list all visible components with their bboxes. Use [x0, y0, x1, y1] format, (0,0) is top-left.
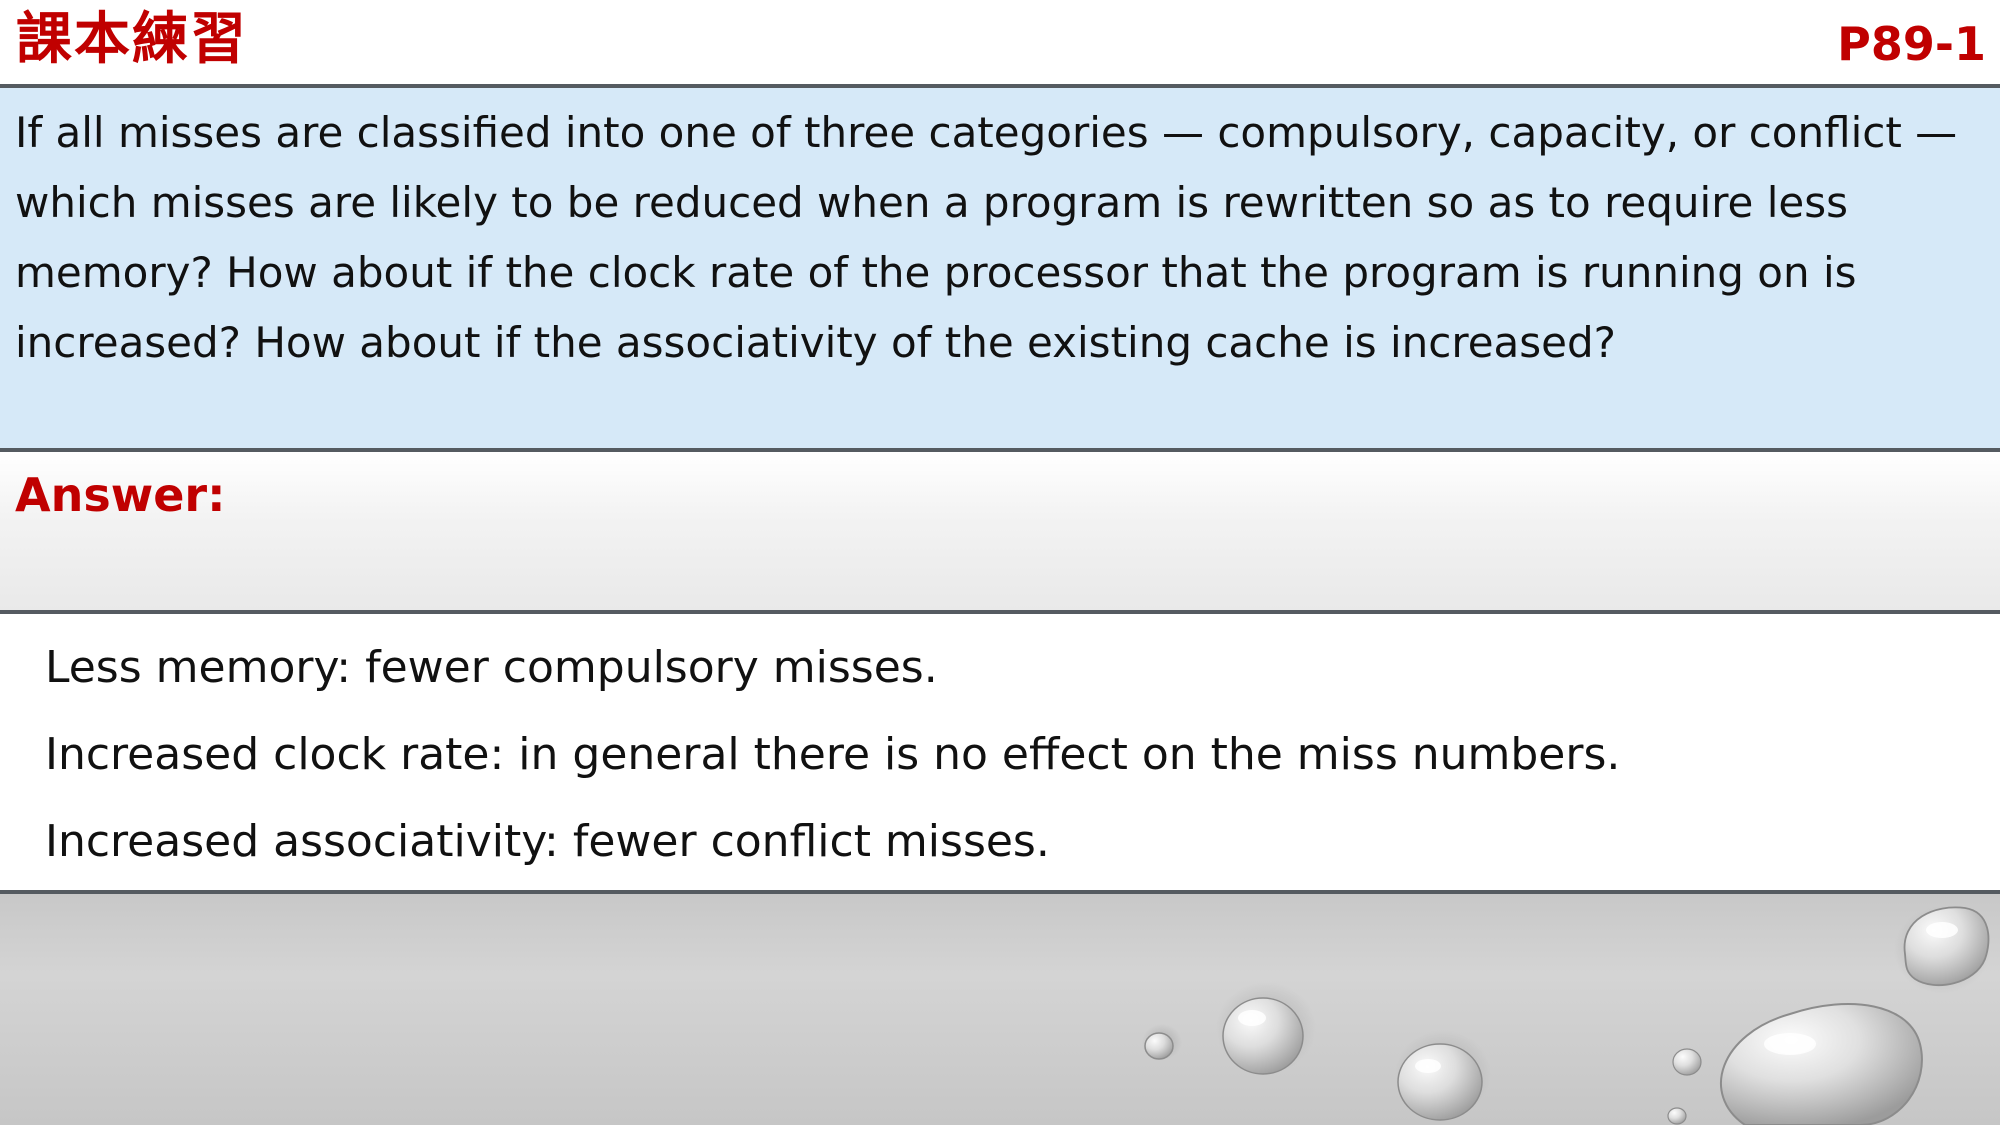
- answer-area: Less memory: fewer compulsory misses. In…: [0, 614, 2000, 890]
- answer-band: [0, 452, 2000, 610]
- answer-label: Answer:: [15, 468, 226, 522]
- divider-question: [0, 448, 2000, 452]
- answer-line-associativity: Increased associativity: fewer conflict …: [45, 816, 1050, 867]
- slide-label: 課本練習: [16, 7, 248, 72]
- question-text: If all misses are classified into one of…: [15, 108, 1958, 367]
- water-droplets-image: [1142, 906, 1990, 1125]
- divider-footer: [0, 890, 2000, 894]
- footer-droplets: [0, 894, 2000, 1125]
- page-reference: P89-1: [1837, 17, 1986, 71]
- answer-line-clock-rate: Increased clock rate: in general there i…: [45, 729, 1621, 780]
- divider-answer: [0, 610, 2000, 614]
- divider-top: [0, 84, 2000, 88]
- answer-line-less-memory: Less memory: fewer compulsory misses.: [45, 642, 938, 693]
- slide-header: 課本練習 P89-1: [0, 0, 2000, 84]
- question-box: [0, 88, 2000, 448]
